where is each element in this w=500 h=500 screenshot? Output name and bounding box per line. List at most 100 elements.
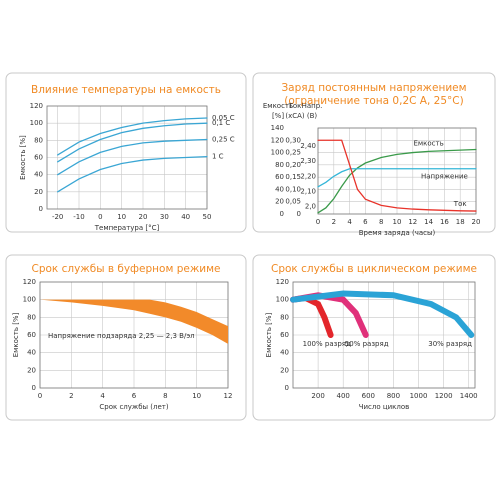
x-tick-label: 8: [379, 218, 383, 226]
y-tick-label: 0: [32, 384, 36, 392]
y3-tick-label: 2,20: [300, 172, 316, 180]
y-tick-label: 120: [30, 102, 43, 110]
x-tick-label: 18: [456, 218, 465, 226]
y-axis-label: (xCA): [285, 112, 305, 120]
annotation: Напряжение подзаряда 2,25 — 2,3 В/эл: [48, 332, 195, 340]
x-tick-label: 1400: [460, 392, 478, 400]
x-tick-label: 10: [117, 213, 126, 221]
y-axis-label: Ток: [288, 102, 302, 110]
y-tick-label: 120: [23, 278, 36, 286]
x-tick-label: 4: [100, 392, 105, 400]
chart-title: Срок службы в циклическом режиме: [271, 263, 477, 275]
x-tick-label: -10: [73, 213, 84, 221]
y-axis-label: Емкость [%]: [12, 312, 20, 357]
y2-tick-label: 0,25: [285, 149, 301, 157]
series-label: 30% разряд: [428, 340, 472, 348]
chart-title: (ограничение тона 0,2C A, 25°C): [284, 95, 463, 107]
series-label: 50% разряд: [345, 340, 389, 348]
x-tick-label: 30: [160, 213, 169, 221]
y-tick-label: 20: [27, 366, 36, 374]
series-label: 1 C: [212, 153, 224, 161]
x-tick-label: 6: [132, 392, 137, 400]
y-tick-label: 80: [280, 313, 289, 321]
x-tick-label: 2: [69, 392, 73, 400]
x-tick-label: -20: [52, 213, 63, 221]
series-line: [57, 155, 208, 193]
x-tick-label: 4: [347, 218, 352, 226]
x-tick-label: 12: [408, 218, 417, 226]
y3-tick-label: 2,10: [300, 187, 316, 195]
x-tick-label: 8: [163, 392, 167, 400]
plot-frame: [46, 105, 208, 210]
x-tick-label: 20: [139, 213, 148, 221]
x-axis-label: Число циклов: [359, 403, 410, 411]
y2-tick-label: 0: [297, 210, 301, 218]
y-axis-label: (B): [307, 112, 318, 120]
x-tick-label: 0: [38, 392, 42, 400]
y-axis-label: Емкость: [263, 102, 293, 110]
y3-tick-label: 2,30: [300, 157, 316, 165]
y-tick-label: 60: [280, 331, 289, 339]
x-tick-label: 0: [98, 213, 102, 221]
x-tick-label: 0: [316, 218, 320, 226]
panel: [5, 72, 247, 233]
y3-tick-label: 2,0: [305, 202, 316, 210]
y-tick-label: 100: [276, 296, 289, 304]
y-tick-label: 140: [271, 124, 284, 132]
y-tick-label: 120: [276, 278, 289, 286]
plot-frame: [292, 281, 476, 389]
y-tick-label: 120: [271, 136, 284, 144]
x-axis-label: Температура [°C]: [94, 224, 160, 232]
y-axis-label: Емкость [%]: [19, 135, 27, 180]
y-tick-label: 40: [27, 349, 36, 357]
chart-title: Заряд постоянным напряжением: [281, 82, 466, 94]
series-line: [57, 138, 208, 176]
series-label: Емкость: [413, 139, 443, 147]
y-tick-label: 20: [34, 188, 43, 196]
y2-tick-label: 0,10: [285, 185, 301, 193]
y-tick-label: 60: [27, 331, 36, 339]
x-tick-label: 10: [393, 218, 402, 226]
series-label: 0,05 C: [212, 114, 235, 122]
y2-tick-label: 0,20: [285, 161, 301, 169]
series-line: [317, 168, 477, 188]
plot-frame: [317, 127, 477, 215]
x-tick-label: 600: [362, 392, 375, 400]
y-axis-label: Напр.: [302, 102, 323, 110]
y-tick-label: 80: [27, 313, 36, 321]
series-line: [317, 148, 477, 214]
y-tick-label: 20: [280, 366, 289, 374]
y-tick-label: 40: [34, 171, 43, 179]
y-tick-label: 80: [34, 136, 43, 144]
y2-tick-label: 0,05: [285, 198, 301, 206]
y-tick-label: 20: [275, 198, 284, 206]
y3-tick-label: 2,40: [300, 142, 316, 150]
x-tick-label: 50: [203, 213, 212, 221]
x-tick-label: 2: [332, 218, 336, 226]
y-tick-label: 40: [275, 185, 284, 193]
series-line: [317, 139, 477, 212]
y-tick-label: 0: [39, 205, 43, 213]
x-tick-label: 800: [387, 392, 400, 400]
x-axis-label: Срок службы (лет): [99, 403, 168, 411]
y2-tick-label: 0,30: [285, 136, 301, 144]
x-tick-label: 10: [192, 392, 201, 400]
y-axis-label: Емкость [%]: [265, 312, 273, 357]
range-band: [40, 299, 228, 344]
series-label: 0,1 C: [212, 119, 230, 127]
series-label: Ток: [453, 200, 467, 208]
y2-tick-label: 0,15: [285, 173, 301, 181]
x-tick-label: 40: [181, 213, 190, 221]
x-tick-label: 1200: [435, 392, 453, 400]
y-axis-label: [%]: [272, 112, 284, 120]
series-line: [57, 122, 208, 163]
series-line: [290, 290, 475, 338]
x-tick-label: 6: [363, 218, 368, 226]
series-line: [57, 117, 208, 156]
y-tick-label: 80: [275, 161, 284, 169]
x-axis-label: Время заряда (часы): [359, 229, 436, 237]
x-tick-label: 400: [337, 392, 350, 400]
y-tick-label: 60: [275, 173, 284, 181]
y-tick-label: 40: [280, 349, 289, 357]
